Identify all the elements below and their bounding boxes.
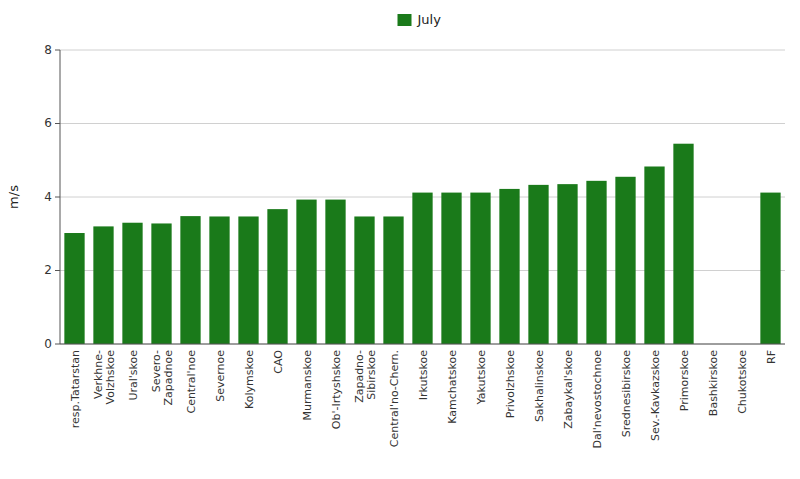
bar (673, 144, 693, 344)
y-axis-label: m/s (6, 185, 21, 209)
x-tick-label: Kolymskoe (243, 350, 256, 409)
x-tick-label: Central'no-Chern. (388, 350, 401, 447)
x-tick-label: Severnoe (214, 350, 227, 402)
bar (586, 181, 606, 344)
bar (180, 216, 200, 344)
bar (93, 226, 113, 344)
y-tick (55, 197, 60, 198)
bar (354, 216, 374, 344)
x-tick-label: Kamchatskoe (446, 350, 459, 424)
y-tick-label: 0 (44, 337, 52, 351)
bar (209, 216, 229, 344)
grid-line (60, 344, 785, 345)
x-tick-label: Yakutskoe (475, 350, 488, 406)
x-tick-label: CAO (272, 350, 285, 374)
bar (557, 184, 577, 344)
y-tick (55, 123, 60, 124)
x-tick-label: Ural'skoe (127, 350, 140, 401)
x-tick-label: Zapadno-Sibirskoe (353, 350, 378, 403)
y-tick (55, 270, 60, 271)
x-tick-label: Sev.-Kavkazskoe (649, 350, 662, 441)
y-tick (55, 50, 60, 51)
x-tick-label: Chukotskoe (736, 350, 749, 414)
y-tick-label: 8 (44, 43, 52, 57)
x-tick-label: Central'noe (185, 350, 198, 414)
x-tick-label: Sakhalinskoe (533, 350, 546, 422)
legend: July (398, 12, 442, 27)
x-tick-label: Murmanskoe (301, 350, 314, 421)
bar (296, 200, 316, 344)
bar (528, 185, 548, 344)
x-labels: resp.Tatarstan Verkhne-Volzhskoe Ural'skoe… (69, 350, 778, 449)
bar (267, 209, 287, 344)
bar (151, 223, 171, 344)
bar (499, 189, 519, 344)
bar (412, 193, 432, 344)
bar (325, 200, 345, 344)
bars (64, 144, 780, 344)
x-tick-label: Irkutskoe (417, 350, 430, 401)
y-tick (55, 344, 60, 345)
y-tick-label: 4 (44, 190, 52, 204)
x-tick-label: Bashkirskoe (707, 350, 720, 416)
y-tick-label: 6 (44, 116, 52, 130)
x-tick-label: resp.Tatarstan (69, 350, 82, 428)
grid-line (60, 50, 785, 51)
chart: 0 2 4 6 8 resp.Tatarstan Verkhne-Volzhskoe Ural… (0, 0, 800, 479)
bar (760, 193, 780, 344)
x-tick-label: Verkhne-Volzhskoe (92, 350, 117, 405)
legend-swatch (398, 14, 412, 26)
x-axis (60, 344, 785, 345)
bar (238, 216, 258, 344)
x-tick-label: Primorskoe (678, 350, 691, 411)
bar (383, 216, 403, 344)
x-tick-label: Srednesibirskoe (620, 350, 633, 438)
bar (441, 193, 461, 344)
bar (64, 233, 84, 344)
y-axis (60, 50, 61, 344)
grid: 0 2 4 6 8 (44, 43, 785, 351)
x-tick-label: Dal'nevostochnoe (591, 350, 604, 449)
x-tick-label: Zabaykal'skoe (562, 350, 575, 429)
bar (470, 193, 490, 344)
x-tick-label: Ob'-Irtyshskoe (330, 350, 343, 429)
x-tick-label: Severo-Zapadnoe (150, 350, 175, 406)
x-tick-label: RF (765, 350, 778, 364)
y-tick-label: 2 (44, 263, 52, 277)
x-tick-label: Privolzhskoe (504, 350, 517, 418)
bar (122, 223, 142, 344)
bar (644, 166, 664, 344)
bar (615, 177, 635, 344)
grid-line (60, 123, 785, 124)
legend-label: July (417, 12, 442, 27)
